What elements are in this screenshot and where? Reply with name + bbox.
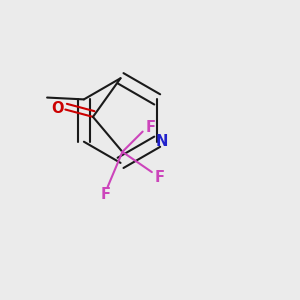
Text: F: F	[155, 170, 165, 185]
Text: F: F	[146, 120, 156, 135]
Text: O: O	[51, 101, 64, 116]
Text: N: N	[155, 134, 168, 149]
Text: F: F	[101, 188, 111, 202]
